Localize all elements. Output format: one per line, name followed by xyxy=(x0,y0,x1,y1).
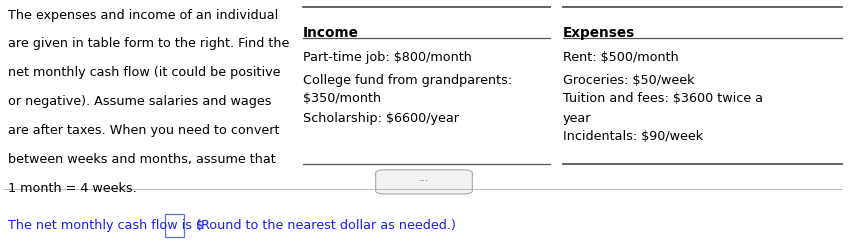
Text: ···: ··· xyxy=(419,176,429,186)
Text: Scholarship: $6600/year: Scholarship: $6600/year xyxy=(303,112,459,125)
Text: Incidentals: $90/week: Incidentals: $90/week xyxy=(563,130,703,143)
Text: Part-time job: $800/month: Part-time job: $800/month xyxy=(303,51,471,64)
Text: Groceries: $50/week: Groceries: $50/week xyxy=(563,74,695,86)
Text: College fund from grandparents:: College fund from grandparents: xyxy=(303,74,512,86)
Text: Rent: $500/month: Rent: $500/month xyxy=(563,51,678,64)
Text: net monthly cash flow (it could be positive: net monthly cash flow (it could be posit… xyxy=(8,66,281,79)
Text: or negative). Assume salaries and wages: or negative). Assume salaries and wages xyxy=(8,95,272,108)
Text: are given in table form to the right. Find the: are given in table form to the right. Fi… xyxy=(8,37,290,50)
FancyBboxPatch shape xyxy=(165,214,184,237)
Text: 1 month = 4 weeks.: 1 month = 4 weeks. xyxy=(8,182,137,195)
Text: year: year xyxy=(563,112,592,125)
Text: $350/month: $350/month xyxy=(303,92,381,105)
Text: are after taxes. When you need to convert: are after taxes. When you need to conver… xyxy=(8,124,280,137)
Text: (Round to the nearest dollar as needed.): (Round to the nearest dollar as needed.) xyxy=(188,219,456,232)
Text: between weeks and months, assume that: between weeks and months, assume that xyxy=(8,153,276,166)
Text: Income: Income xyxy=(303,26,359,40)
Text: The net monthly cash flow is $: The net monthly cash flow is $ xyxy=(8,219,204,232)
Text: Tuition and fees: $3600 twice a: Tuition and fees: $3600 twice a xyxy=(563,92,763,105)
Text: Expenses: Expenses xyxy=(563,26,635,40)
Text: The expenses and income of an individual: The expenses and income of an individual xyxy=(8,9,279,22)
FancyBboxPatch shape xyxy=(376,170,472,194)
